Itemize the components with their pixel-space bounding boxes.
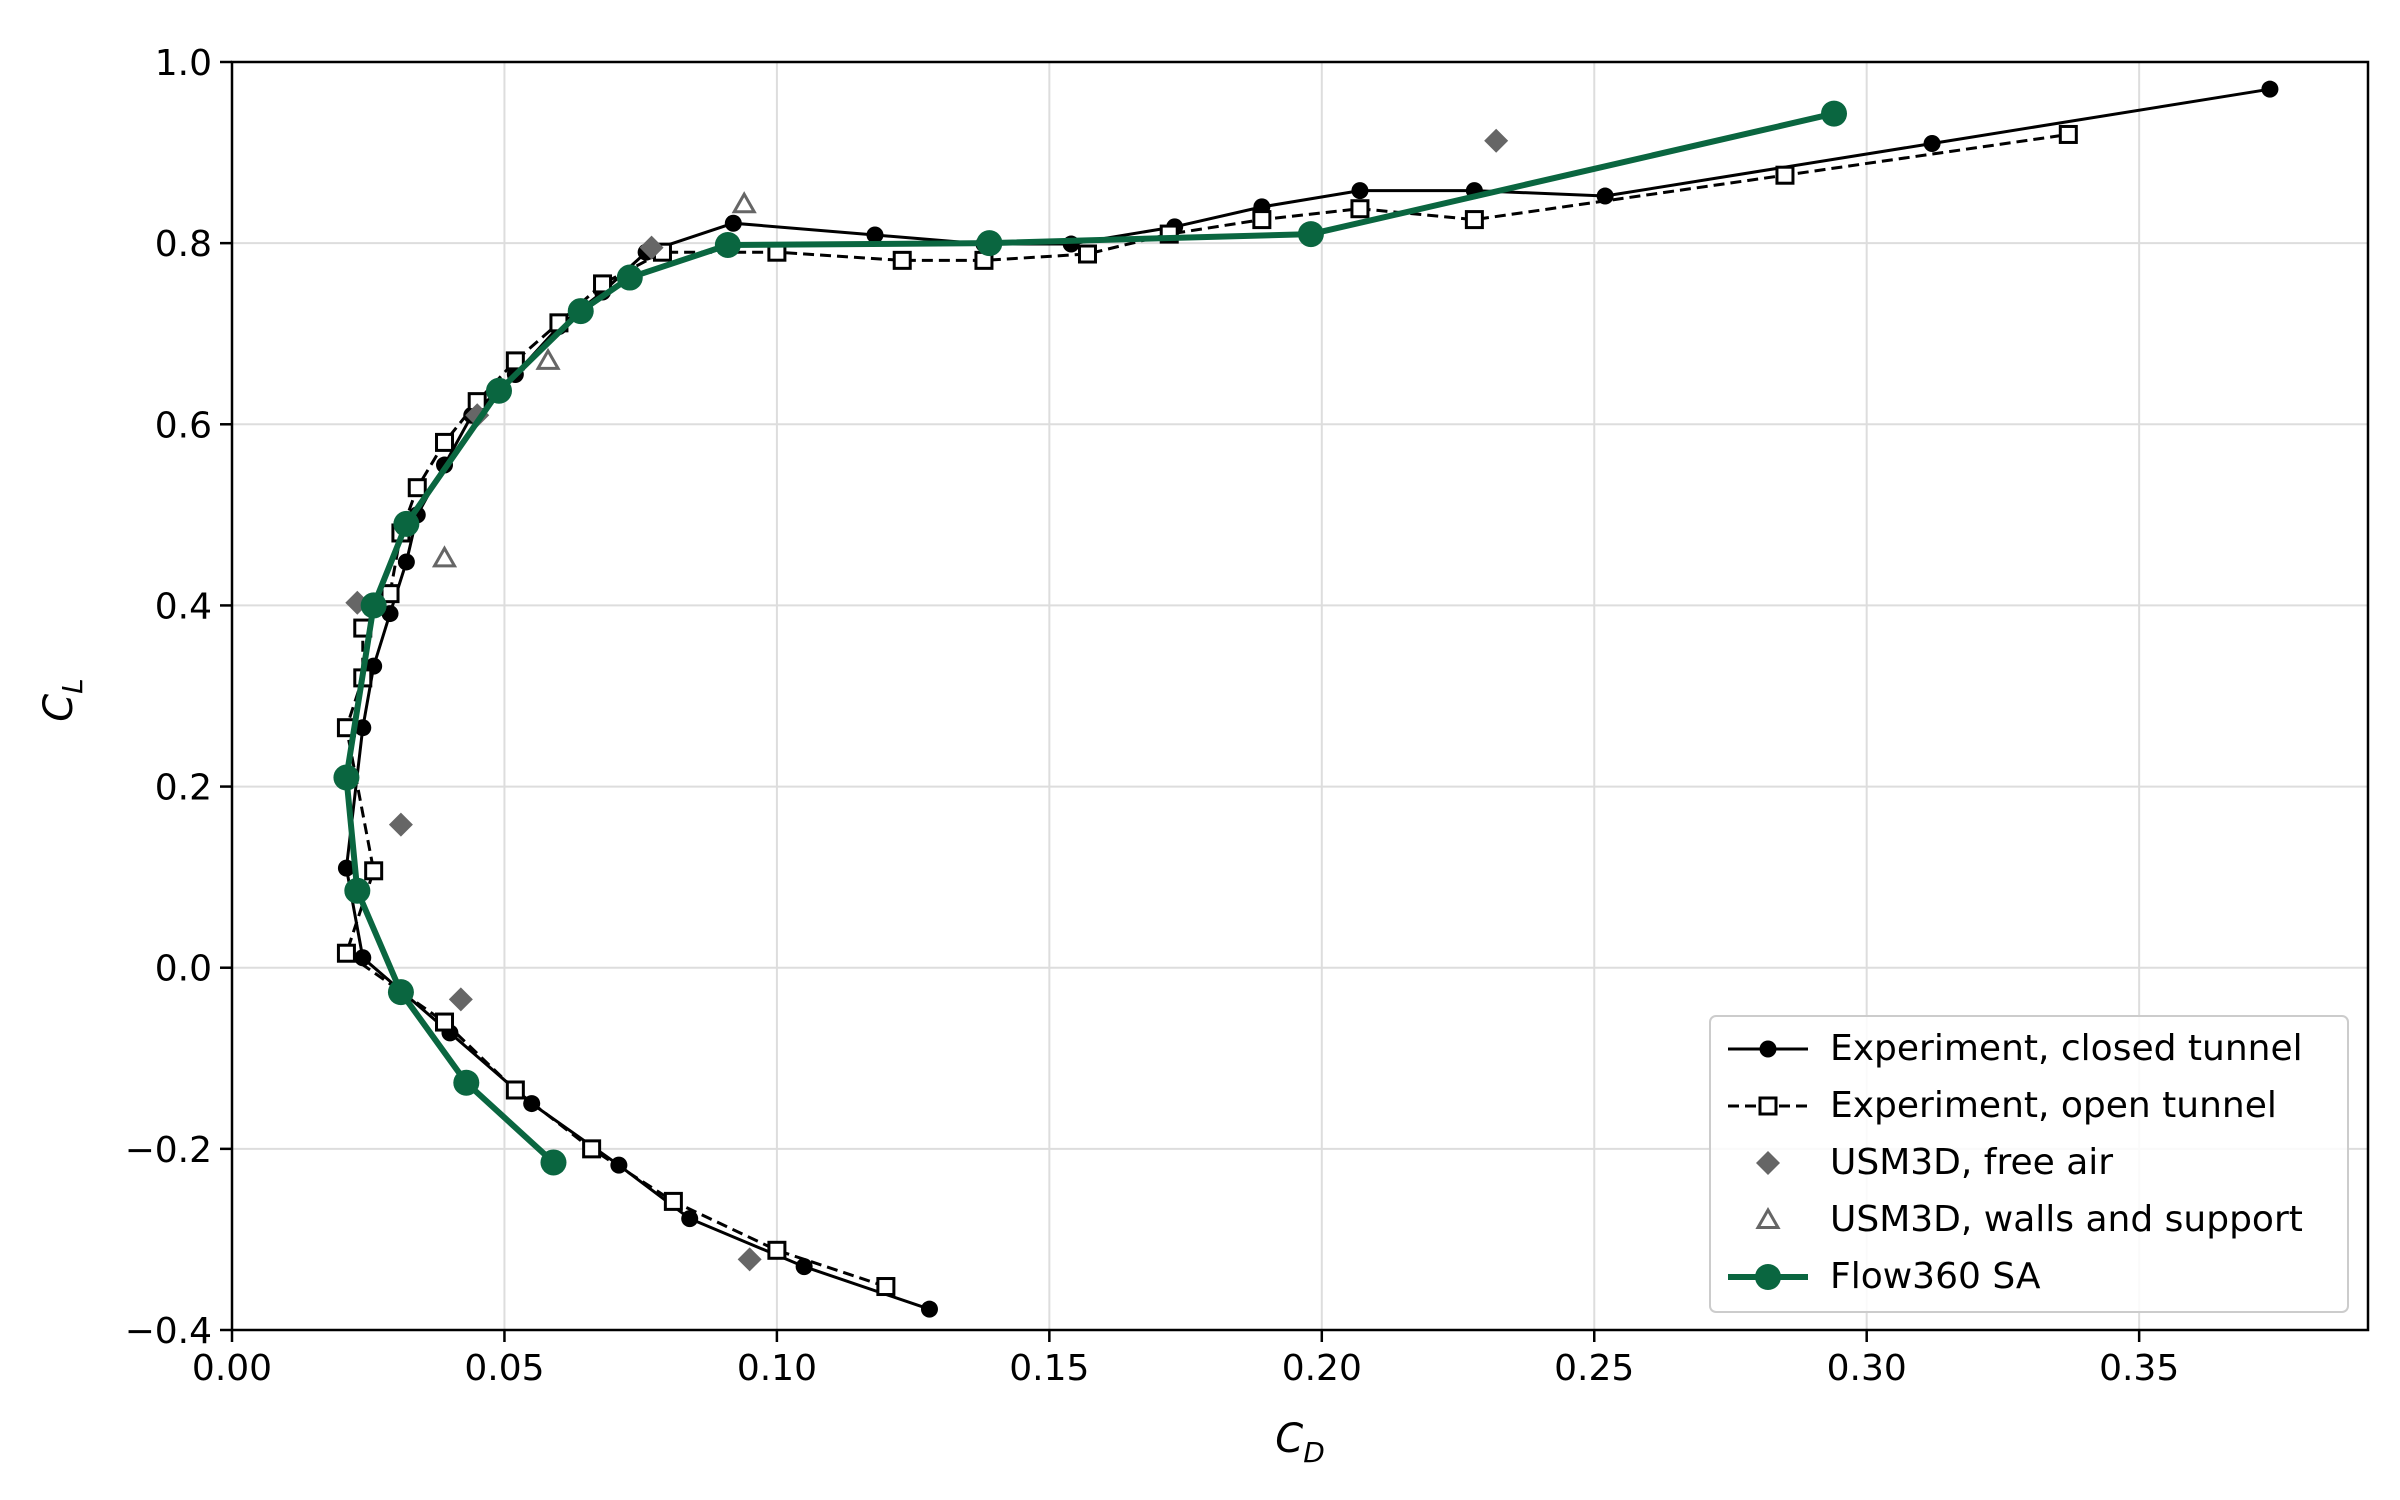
x-axis: 0.00 0.05 0.10 0.15 0.20 0.25 0.30 0.35 [192,1330,2179,1389]
data-point-experiment-open-tunnel [407,478,427,498]
x-tick-label: 0.35 [2099,1348,2179,1389]
data-point-experiment-closed-tunnel [337,859,355,877]
data-point-experiment-open-tunnel [435,1012,455,1032]
data-point-experiment-closed-tunnel [354,949,372,967]
data-point-experiment-open-tunnel [505,1080,525,1100]
y-tick-label: 0.8 [155,224,212,265]
data-point-flow360-sa [393,510,420,537]
legend-label-open-tunnel: Experiment, open tunnel [1830,1085,2277,1126]
data-point-usm3d-free-air [1484,128,1509,153]
data-point-experiment-open-tunnel [380,584,400,604]
x-tick-label: 0.05 [464,1348,544,1389]
data-point-flow360-sa [344,877,371,904]
data-point-experiment-open-tunnel [364,861,384,881]
series-usm3d-free-air [345,128,1509,1272]
y-axis: −0.4 −0.2 0.0 0.2 0.4 0.6 0.8 1.0 [125,43,232,1352]
data-point-experiment-closed-tunnel [397,553,415,571]
data-point-experiment-open-tunnel [663,1191,683,1211]
data-point-flow360-sa [453,1069,480,1096]
data-point-experiment-closed-tunnel [681,1210,699,1228]
data-point-experiment-closed-tunnel [2261,80,2279,98]
data-point-experiment-closed-tunnel [795,1258,813,1276]
data-point-experiment-open-tunnel [1252,210,1272,230]
data-point-flow360-sa [540,1149,567,1176]
y-tick-label: 0.4 [155,586,212,627]
y-tick-label: −0.2 [125,1130,212,1171]
series-line-flow360-sa [343,110,1835,1165]
data-point-usm3d-free-air [388,812,413,837]
data-point-usm3d-walls-support [431,545,458,568]
data-point-experiment-closed-tunnel [1923,135,1941,153]
data-point-experiment-open-tunnel [1775,165,1795,185]
y-tick-label: −0.4 [125,1311,212,1352]
legend-label-usm3d-walls: USM3D, walls and support [1830,1199,2303,1240]
data-point-flow360-sa [616,264,643,291]
legend-marker-usm3d-free-air [1756,1151,1780,1175]
y-axis-title: CL [36,678,89,722]
data-point-usm3d-walls-support [535,347,561,370]
y-tick-label: 0.0 [155,949,212,990]
x-axis-title-sub: D [1303,1436,1325,1469]
y-tick-label: 0.6 [155,405,212,446]
x-tick-label: 0.25 [1554,1348,1634,1389]
data-point-flow360-sa [714,231,741,258]
data-point-flow360-sa [1297,221,1324,248]
data-point-experiment-open-tunnel [582,1139,602,1159]
data-point-flow360-sa [387,979,414,1006]
data-point-experiment-closed-tunnel [1351,182,1369,200]
series-flow360-sa [333,100,1847,1176]
legend-marker-usm3d-walls-support [1755,1206,1781,1229]
x-tick-label: 0.10 [737,1348,817,1389]
x-tick-label: 0.20 [1282,1348,1362,1389]
x-tick-label: 0.30 [1827,1348,1907,1389]
data-point-experiment-open-tunnel [767,1240,787,1260]
legend: Experiment, closed tunnel Experiment, op… [1709,1015,2349,1313]
data-point-experiment-open-tunnel [1350,199,1370,219]
data-point-experiment-open-tunnel [1077,244,1097,264]
x-tick-label: 0.00 [192,1348,272,1389]
legend-marker-experiment-closed-tunnel [1759,1040,1777,1058]
data-point-experiment-open-tunnel [336,943,356,963]
data-point-experiment-open-tunnel [2058,124,2078,144]
legend-marker-experiment-open-tunnel [1758,1096,1778,1116]
data-point-usm3d-free-air [737,1247,762,1272]
data-point-experiment-open-tunnel [505,351,525,371]
data-point-experiment-open-tunnel [876,1277,896,1297]
y-axis-title-main: C [36,694,82,722]
data-point-experiment-closed-tunnel [866,226,884,244]
legend-label-closed-tunnel: Experiment, closed tunnel [1830,1028,2303,1069]
legend-marker-flow360-sa [1755,1264,1781,1290]
x-axis-title: CD [1275,1416,1325,1469]
series-line-experiment-open-tunnel [344,133,2069,1288]
plot-frame [230,60,2370,1332]
data-point-usm3d-walls-support [731,191,757,214]
plot-series [333,80,2279,1318]
data-point-experiment-closed-tunnel [920,1300,938,1318]
data-point-flow360-sa [486,377,512,404]
data-point-experiment-closed-tunnel [724,214,742,232]
legend-label-flow360: Flow360 SA [1830,1256,2041,1297]
data-point-flow360-sa [976,230,1003,257]
data-point-usm3d-free-air [639,235,664,260]
data-point-flow360-sa [333,764,360,791]
data-point-usm3d-free-air [448,987,473,1012]
data-point-experiment-open-tunnel [435,432,455,452]
data-point-flow360-sa [360,592,387,619]
y-tick-label: 0.2 [155,768,212,809]
data-point-experiment-open-tunnel [1464,210,1484,230]
legend-box [1709,1015,2349,1313]
data-point-flow360-sa [1821,100,1847,127]
data-point-experiment-open-tunnel [892,250,912,270]
legend-label-usm3d-free-air: USM3D, free air [1830,1142,2113,1183]
data-point-flow360-sa [567,298,594,325]
data-point-experiment-open-tunnel [593,274,613,294]
x-axis-title-main: C [1275,1416,1303,1462]
legend-markers [1728,1040,1808,1290]
series-usm3d-walls-support [431,191,757,568]
y-axis-title-sub: L [56,678,89,694]
data-point-experiment-closed-tunnel [354,719,372,737]
x-tick-label: 0.15 [1009,1348,1089,1389]
y-tick-label: 1.0 [155,43,212,84]
